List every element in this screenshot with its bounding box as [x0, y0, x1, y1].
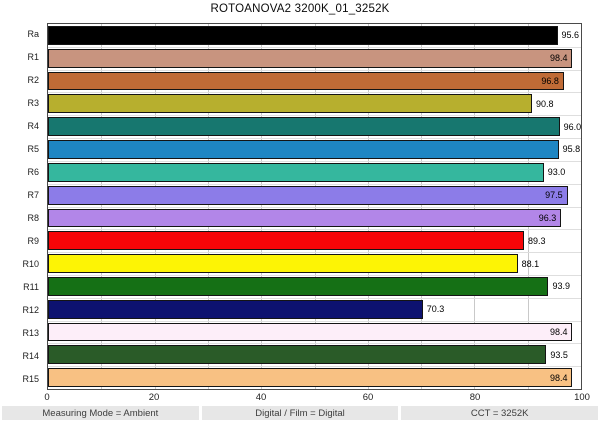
status-digital-film: Digital / Film = Digital: [201, 406, 399, 420]
plot-area: 95.6 98.4 96.8 90.8 96.0 95.8 93.0 97.5 96.3 89.3…: [47, 23, 582, 390]
y-label-r3: R3: [27, 98, 39, 109]
y-label-r2: R2: [27, 75, 39, 86]
bar-r6: [48, 162, 544, 182]
chart-title: ROTOANOVA2 3200K_01_3252K: [210, 3, 390, 15]
bar-value-r2: 96.8: [541, 76, 559, 87]
y-label-r4: R4: [27, 121, 39, 132]
bar-r15: [48, 368, 573, 387]
row-separator-line: [48, 46, 581, 48]
row-separator-line: [48, 320, 581, 322]
row-separator-line: [48, 115, 581, 117]
bar-value-r14: 93.5: [550, 349, 568, 360]
bar-ra: [48, 26, 558, 45]
bar-value-r9: 89.3: [527, 235, 546, 246]
row-separator-line: [48, 92, 581, 94]
bar-row-r7: 97.5: [48, 184, 581, 207]
bar-row-r4: 96.0: [48, 115, 581, 138]
x-tick-60: 60: [362, 392, 374, 403]
y-label-r12: R12: [22, 304, 39, 315]
bar-row-r8: 96.3: [48, 207, 581, 230]
bar-value-ra: 95.6: [561, 30, 580, 41]
bar-row-r1: 98.4: [48, 47, 581, 70]
bar-r13: [48, 322, 573, 342]
y-label-r5: R5: [27, 144, 39, 155]
bar-value-r3: 90.8: [535, 98, 554, 109]
x-tick-100: 100: [574, 392, 590, 403]
bar-r7: [48, 185, 568, 205]
row-separator-line: [48, 252, 581, 254]
x-axis-tick-labels: 0 20 40 60 80 100: [44, 392, 590, 404]
bar-row-r12: 70.3: [48, 298, 581, 321]
row-separator-line: [48, 138, 581, 140]
y-label-r10: R10: [22, 258, 39, 269]
bar-value-r7: 97.5: [545, 190, 563, 201]
y-label-r8: R8: [27, 212, 39, 223]
x-tick-0: 0: [44, 392, 50, 403]
bar-value-r8: 96.3: [538, 212, 557, 223]
bar-r2: [48, 71, 564, 91]
bar-row-r15: 98.4: [48, 366, 581, 389]
row-separator-line: [48, 183, 581, 185]
bar-row-r5: 95.8: [48, 138, 581, 161]
bar-r14: [48, 345, 547, 365]
bar-value-r6: 93.0: [547, 167, 566, 178]
bar-value-r11: 93.9: [552, 281, 571, 292]
bar-r5: [48, 140, 559, 159]
status-measuring-mode: Measuring Mode = Ambient: [2, 406, 199, 420]
y-label-r7: R7: [27, 190, 39, 201]
row-separator-line: [48, 69, 581, 71]
row-separator-line: [48, 206, 581, 208]
y-label-r9: R9: [27, 235, 39, 246]
y-axis-labels: Ra R1 R2 R3 R4 R5 R6 R7 R8 R9 R10 R11 R12 R13 R14 R15: [0, 23, 43, 390]
row-separator-line: [48, 160, 581, 162]
y-label-r1: R1: [27, 52, 39, 63]
bar-value-r1: 98.4: [549, 53, 568, 64]
bar-r9: [48, 231, 524, 251]
bar-r12: [48, 299, 423, 319]
bar-row-r13: 98.4: [48, 321, 581, 344]
bar-row-r10: 88.1: [48, 252, 581, 275]
row-separator-line: [48, 366, 581, 368]
x-tick-80: 80: [469, 392, 481, 403]
bar-r8: [48, 208, 562, 228]
bar-r4: [48, 117, 560, 137]
x-tick-40: 40: [255, 392, 267, 403]
bar-row-r14: 93.5: [48, 343, 581, 366]
bar-value-r15: 98.4: [549, 372, 568, 383]
x-tick-20: 20: [148, 392, 160, 403]
bar-r3: [48, 94, 532, 114]
row-separator-line: [48, 274, 581, 276]
bar-r11: [48, 276, 549, 296]
bar-value-r13: 98.4: [549, 326, 568, 337]
bar-row-r6: 93.0: [48, 161, 581, 184]
bar-row-r3: 90.8: [48, 92, 581, 115]
bar-r1: [48, 48, 573, 68]
y-label-r14: R14: [22, 350, 39, 361]
bar-value-r12: 70.3: [426, 304, 445, 315]
bar-r10: [48, 254, 518, 273]
status-bar: Measuring Mode = Ambient Digital / Film …: [2, 406, 599, 420]
bar-row-ra: 95.6: [48, 24, 581, 47]
y-label-r13: R13: [22, 327, 39, 338]
y-label-ra: Ra: [27, 29, 39, 40]
row-separator-line: [48, 229, 581, 231]
bar-value-r4: 96.0: [563, 121, 582, 132]
bar-row-r2: 96.8: [48, 70, 581, 93]
bar-row-r9: 89.3: [48, 229, 581, 252]
row-separator-line: [48, 297, 581, 299]
bar-value-r10: 88.1: [521, 258, 540, 269]
y-label-r11: R11: [23, 281, 39, 292]
bar-row-r11: 93.9: [48, 275, 581, 298]
row-separator-line: [48, 343, 581, 345]
status-cct: CCT = 3252K: [401, 406, 599, 420]
y-label-r6: R6: [27, 167, 39, 178]
y-label-r15: R15: [22, 373, 39, 384]
bar-value-r5: 95.8: [562, 144, 581, 155]
